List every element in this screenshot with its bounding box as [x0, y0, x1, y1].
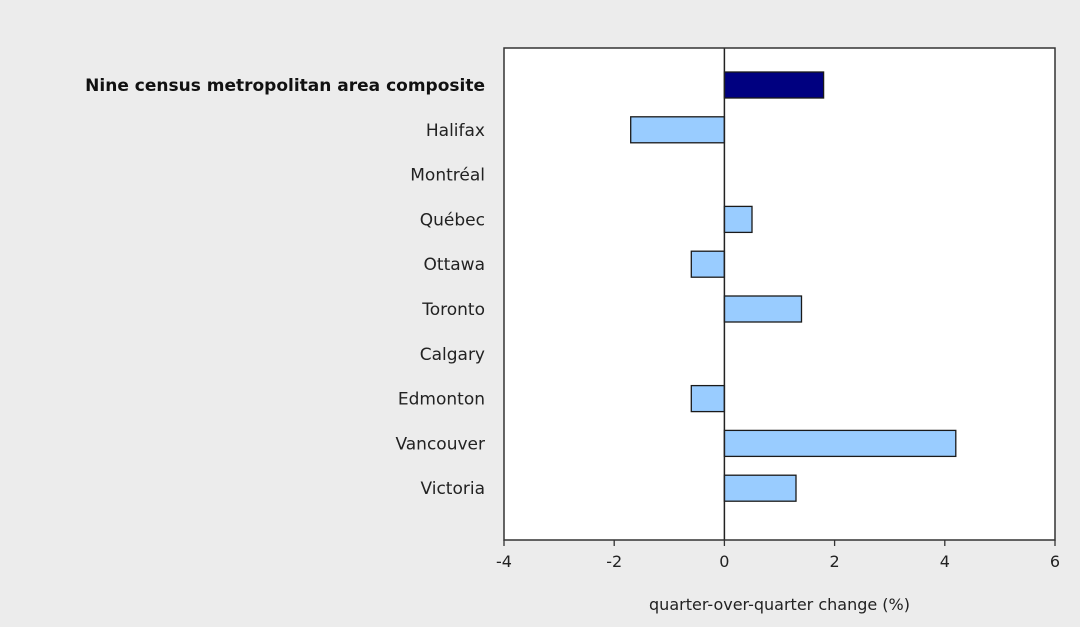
x-tick-label: 0	[719, 552, 729, 571]
category-label-calgary: Calgary	[420, 345, 485, 365]
bar-nine-census-metropolitan-area-composite	[723, 71, 825, 99]
category-label-ottawa: Ottawa	[424, 255, 485, 275]
category-labels: Nine census metropolitan area composite H…	[85, 76, 485, 499]
category-label-toronto: Toronto	[421, 300, 485, 320]
bar-edmonton	[690, 384, 726, 413]
bar-quebec	[723, 205, 753, 234]
x-tick-label: -4	[496, 552, 512, 571]
category-label-montreal: Montréal	[410, 166, 485, 186]
x-axis-ticks: -4 -2 0 2 4 6	[496, 540, 1060, 571]
x-tick-label: 4	[940, 552, 950, 571]
plot-area	[504, 48, 1055, 540]
category-label-nine-census-metropolitan-area-composite: Nine census metropolitan area composite	[85, 76, 485, 96]
bar-ottawa	[690, 250, 726, 278]
x-tick-label: -2	[606, 552, 622, 571]
plot-frame	[503, 47, 1056, 541]
category-label-vancouver: Vancouver	[395, 434, 485, 454]
category-label-halifax: Halifax	[426, 121, 485, 141]
bar-vancouver	[723, 429, 957, 458]
x-tick-label: 2	[830, 552, 840, 571]
category-label-edmonton: Edmonton	[398, 390, 485, 410]
category-label-quebec: Québec	[420, 210, 485, 230]
bar-halifax	[630, 116, 726, 144]
bars-layer	[630, 71, 957, 502]
bar-victoria	[723, 474, 797, 502]
category-label-victoria: Victoria	[420, 479, 485, 499]
x-tick-label: 6	[1050, 552, 1060, 571]
x-axis-title: quarter-over-quarter change (%)	[649, 595, 910, 614]
bar-toronto	[723, 295, 803, 323]
